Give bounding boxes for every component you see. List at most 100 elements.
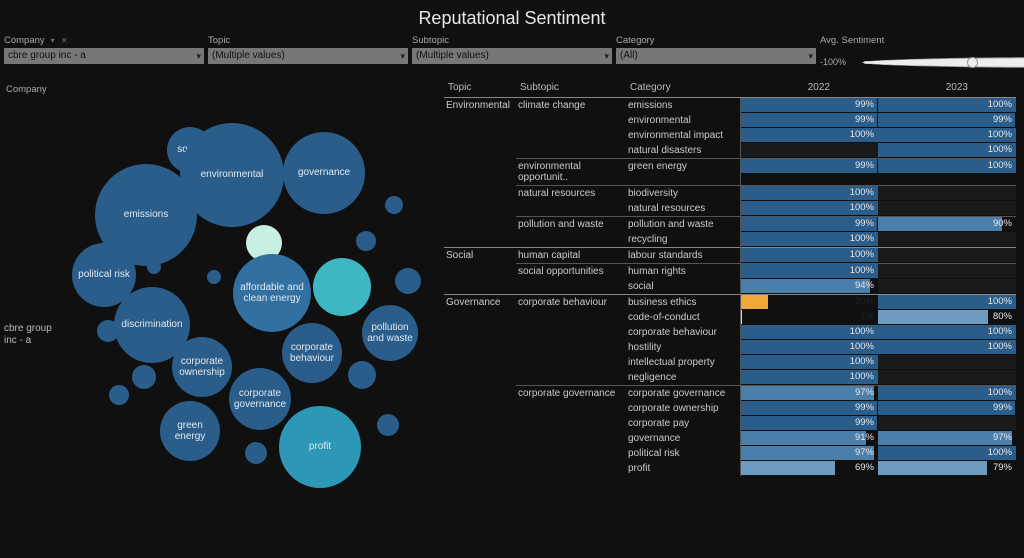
bubble[interactable] xyxy=(313,258,371,316)
filter-subtopic-dropdown[interactable]: (Multiple values) xyxy=(412,48,612,64)
cell-subtopic: pollution and waste xyxy=(516,217,626,233)
value-cell[interactable]: 97% xyxy=(740,386,878,402)
cell-subtopic xyxy=(516,401,626,416)
bubble-chart[interactable]: cbre groupinc - a socialenvironmentalgov… xyxy=(4,95,444,525)
value-cell[interactable]: 100% xyxy=(878,143,1016,159)
value-cell[interactable]: 94% xyxy=(740,279,878,295)
bubble[interactable]: corporate ownership xyxy=(172,337,232,397)
value-cell[interactable]: 100% xyxy=(740,325,878,340)
bubble[interactable] xyxy=(348,361,376,389)
bubble[interactable]: affordable and clean energy xyxy=(233,254,311,332)
cell-subtopic: natural resources xyxy=(516,186,626,202)
clear-filter-icon[interactable] xyxy=(61,35,68,46)
cell-category: political risk xyxy=(626,446,740,461)
slider-handle-max[interactable] xyxy=(967,57,978,68)
value-cell[interactable]: 100% xyxy=(740,264,878,280)
th-2022[interactable]: 2022 xyxy=(740,80,878,98)
bubble[interactable]: profit xyxy=(279,406,361,488)
value-cell[interactable]: 99% xyxy=(878,113,1016,128)
value-cell[interactable]: 97% xyxy=(878,431,1016,446)
bubble[interactable] xyxy=(395,268,421,294)
cell-topic: Social xyxy=(444,248,516,264)
bubble[interactable] xyxy=(377,414,399,436)
cell-topic xyxy=(444,201,516,217)
cell-subtopic: environmental opportunit.. xyxy=(516,159,626,186)
value-cell[interactable]: 100% xyxy=(878,295,1016,311)
cell-topic xyxy=(444,113,516,128)
value-cell[interactable] xyxy=(878,232,1016,248)
value-cell[interactable]: 100% xyxy=(740,201,878,217)
value-cell[interactable]: 91% xyxy=(740,431,878,446)
filter-topic-label: Topic xyxy=(208,35,408,46)
value-cell[interactable]: 100% xyxy=(740,355,878,370)
value-cell[interactable]: 100% xyxy=(878,128,1016,143)
funnel-icon[interactable] xyxy=(51,35,55,46)
value-cell[interactable] xyxy=(878,355,1016,370)
cell-category: environmental xyxy=(626,113,740,128)
value-cell[interactable] xyxy=(878,370,1016,386)
bubble[interactable]: governance xyxy=(283,132,365,214)
bubble[interactable] xyxy=(385,196,403,214)
value-cell[interactable] xyxy=(878,201,1016,217)
value-cell[interactable]: 100% xyxy=(740,248,878,264)
value-cell[interactable]: 99% xyxy=(878,401,1016,416)
value-cell[interactable]: 79% xyxy=(878,461,1016,476)
value-cell[interactable]: -20% xyxy=(740,295,878,311)
cell-subtopic xyxy=(516,370,626,386)
cell-category: environmental impact xyxy=(626,128,740,143)
value-cell[interactable]: 99% xyxy=(740,416,878,431)
bubble[interactable] xyxy=(109,385,129,405)
value-cell[interactable]: 100% xyxy=(740,340,878,355)
value-cell[interactable] xyxy=(740,143,878,159)
value-cell[interactable]: 90% xyxy=(878,217,1016,233)
filter-company-dropdown[interactable]: cbre group inc - a xyxy=(4,48,204,64)
value-cell[interactable] xyxy=(878,279,1016,295)
slider-min-label: -100% xyxy=(820,57,858,67)
value-cell[interactable] xyxy=(878,248,1016,264)
value-cell[interactable]: 100% xyxy=(740,128,878,143)
bubble[interactable] xyxy=(356,231,376,251)
sentiment-slider[interactable] xyxy=(864,61,976,64)
value-cell[interactable]: 97% xyxy=(740,446,878,461)
bubble[interactable]: corporate behaviour xyxy=(282,323,342,383)
cell-topic xyxy=(444,446,516,461)
bubble[interactable]: green energy xyxy=(160,401,220,461)
value-cell[interactable]: 99% xyxy=(740,98,878,114)
filter-category-dropdown[interactable]: (All) xyxy=(616,48,816,64)
bubble[interactable] xyxy=(97,320,119,342)
page-title: Reputational Sentiment xyxy=(0,0,1024,35)
th-topic[interactable]: Topic xyxy=(444,80,516,98)
value-cell[interactable]: 100% xyxy=(878,446,1016,461)
slider-handle-min[interactable] xyxy=(862,57,1024,68)
filter-topic-dropdown[interactable]: (Multiple values) xyxy=(208,48,408,64)
value-cell[interactable]: 100% xyxy=(878,325,1016,340)
value-cell[interactable]: 100% xyxy=(740,232,878,248)
value-cell[interactable]: 100% xyxy=(740,186,878,202)
value-cell[interactable]: 100% xyxy=(878,159,1016,186)
th-category[interactable]: Category xyxy=(626,80,740,98)
value-cell[interactable]: 100% xyxy=(878,386,1016,402)
value-cell[interactable]: 1% xyxy=(740,310,878,325)
value-cell[interactable]: 69% xyxy=(740,461,878,476)
value-cell[interactable]: 80% xyxy=(878,310,1016,325)
value-cell[interactable]: 99% xyxy=(740,113,878,128)
bubble[interactable] xyxy=(207,270,221,284)
bubble[interactable]: corporate governance xyxy=(229,368,291,430)
value-cell[interactable] xyxy=(878,416,1016,431)
value-cell[interactable] xyxy=(878,264,1016,280)
bubble[interactable] xyxy=(147,260,161,274)
cell-category: green energy xyxy=(626,159,740,186)
th-subtopic[interactable]: Subtopic xyxy=(516,80,626,98)
th-2023[interactable]: 2023 xyxy=(878,80,1016,98)
value-cell[interactable]: 99% xyxy=(740,401,878,416)
value-cell[interactable]: 100% xyxy=(878,340,1016,355)
value-cell[interactable]: 100% xyxy=(740,370,878,386)
value-cell[interactable] xyxy=(878,186,1016,202)
value-cell[interactable]: 99% xyxy=(740,159,878,186)
value-cell[interactable]: 99% xyxy=(740,217,878,233)
bubble[interactable]: pollution and waste xyxy=(362,305,418,361)
value-cell[interactable]: 100% xyxy=(878,98,1016,114)
bubble[interactable] xyxy=(245,442,267,464)
cell-category: natural disasters xyxy=(626,143,740,159)
bubble[interactable] xyxy=(132,365,156,389)
